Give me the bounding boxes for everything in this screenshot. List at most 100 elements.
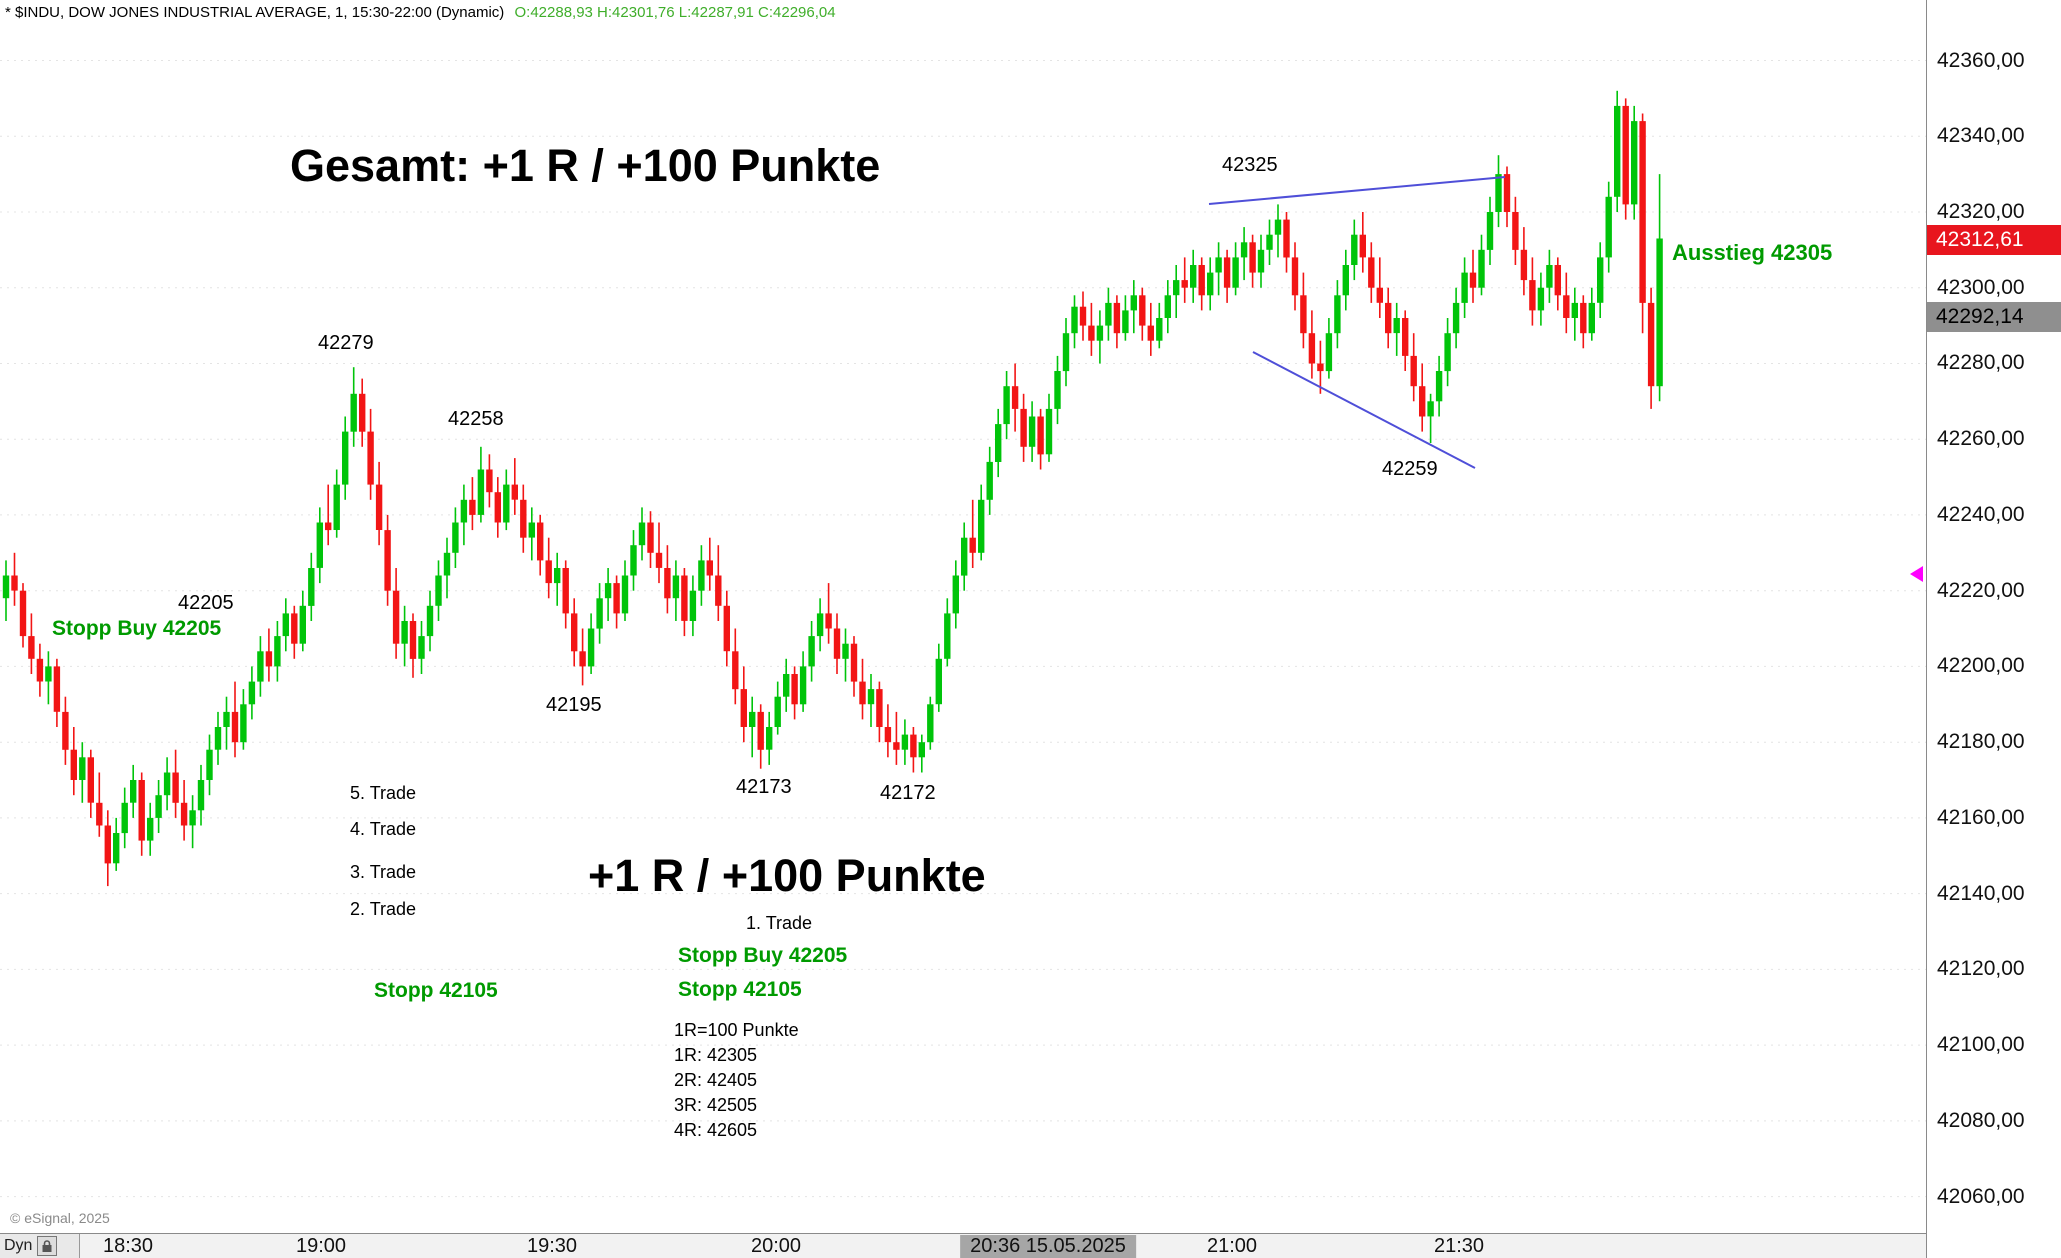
candle-body (401, 621, 408, 644)
candle-body (1368, 257, 1375, 288)
trade-annotation[interactable]: 5. Trade (350, 783, 417, 803)
candle-body (172, 772, 179, 803)
candle-body (1223, 257, 1231, 288)
candle-body (1452, 302, 1460, 334)
price-axis[interactable]: 42312,61 42292,14 42360,00 42340,00 42320,… (1926, 0, 2061, 1258)
price-annotation[interactable]: 42173 (736, 776, 792, 798)
risk-annotation[interactable]: 2R: 42405 (674, 1070, 758, 1090)
candle-body (180, 802, 188, 826)
price-annotation[interactable]: 42205 (178, 592, 234, 614)
trade-annotation[interactable]: 2. Trade (350, 899, 417, 919)
candle-body (1342, 265, 1349, 296)
candle-body (545, 560, 552, 584)
candle-body (1588, 302, 1595, 334)
candle-body (511, 484, 518, 500)
candle-body (647, 522, 654, 553)
lock-icon[interactable] (37, 1236, 58, 1256)
candle-body (130, 780, 137, 803)
candle-body (19, 590, 27, 637)
candle-body (1351, 234, 1358, 265)
candle-body (1308, 333, 1316, 364)
candle-body (1240, 242, 1248, 258)
price-annotation[interactable]: 42258 (448, 408, 504, 430)
price-annotation[interactable]: 42195 (546, 694, 602, 716)
candle-body (1495, 174, 1502, 212)
chart-note[interactable]: Gesamt: +1 R / +100 Punkte (290, 140, 881, 191)
candle-body (223, 711, 230, 727)
candle-body (53, 666, 61, 712)
risk-annotation[interactable]: 1R=100 Punkte (674, 1020, 799, 1040)
candle-body (774, 696, 781, 727)
candle-body (1037, 416, 1044, 455)
candle-body (664, 568, 671, 599)
exit-annotation[interactable]: Ausstieg 42305 (1672, 240, 1833, 265)
chart-plot-area[interactable]: Gesamt: +1 R / +100 Punkte 42279 42258 4220… (0, 0, 1926, 1233)
candle-body (1631, 121, 1638, 205)
candle-body (698, 560, 705, 591)
candle-body (995, 424, 1002, 462)
trendline[interactable] (1252, 351, 1476, 469)
candle-body (28, 636, 35, 659)
candle-body (935, 658, 942, 705)
candlestick-chart[interactable] (0, 0, 1926, 1233)
price-tick-label: 42060,00 (1937, 1184, 2025, 1208)
trade-annotation[interactable]: 4. Trade (350, 819, 417, 839)
candle-body (147, 817, 154, 841)
candle-body (579, 651, 586, 667)
stop-annotation[interactable]: Stopp 42105 (678, 978, 802, 1001)
candle-body (681, 575, 688, 621)
stop-annotation[interactable]: Stopp 42105 (374, 979, 498, 1002)
candle-body (1105, 302, 1112, 326)
candle-body (163, 772, 171, 796)
candle-body (384, 530, 391, 591)
candle-body (62, 711, 69, 750)
candle-body (333, 484, 340, 530)
candle-body (604, 583, 612, 599)
dyn-panel: Dyn (0, 1234, 80, 1258)
chart-note[interactable]: +1 R / +100 Punkte (588, 850, 986, 901)
candle-body (749, 711, 756, 727)
candle-body (1529, 280, 1536, 311)
candle-body (1198, 265, 1205, 296)
stop-annotation[interactable]: Stopp Buy 42205 (678, 944, 848, 967)
trade-annotation[interactable]: 1. Trade (746, 913, 813, 933)
stop-annotation[interactable]: Stopp Buy 42205 (52, 617, 222, 640)
candle-body (1419, 386, 1426, 417)
price-annotation[interactable]: 42325 (1222, 154, 1278, 176)
risk-annotation[interactable]: 1R: 42305 (674, 1045, 758, 1065)
candle-body (520, 499, 527, 538)
annotation-layer: Gesamt: +1 R / +100 Punkte 42279 42258 4220… (52, 140, 1833, 1140)
candle-body (418, 636, 425, 659)
trade-annotation[interactable]: 3. Trade (350, 862, 417, 882)
time-axis[interactable]: Dyn 18:30 19:00 19:30 20:00 20:36 15.05.2025… (0, 1233, 1926, 1258)
candle-body (961, 537, 968, 576)
candle-body (808, 636, 815, 667)
price-annotation[interactable]: 42279 (318, 332, 374, 354)
candle-body (299, 605, 306, 644)
candle-body (859, 681, 866, 705)
candle-body (291, 613, 298, 644)
risk-annotation[interactable]: 4R: 42605 (674, 1120, 758, 1140)
time-tick-label: 20:00 (750, 1235, 802, 1257)
candle-body (1215, 257, 1222, 273)
candle-body (986, 461, 993, 500)
candle-body (969, 537, 976, 553)
price-tick-label: 42140,00 (1937, 881, 2025, 905)
candle-body (104, 825, 111, 864)
candle-body (706, 560, 713, 576)
candle-body (1130, 295, 1137, 311)
candle-body (1113, 302, 1121, 334)
price-annotation[interactable]: 42172 (880, 782, 936, 804)
candle-body (1156, 318, 1163, 341)
candle-body (596, 598, 603, 629)
candle-body (825, 613, 832, 629)
candle-body (918, 742, 925, 758)
candle-body (1096, 325, 1104, 341)
dyn-mode-label[interactable]: Dyn (4, 1237, 33, 1254)
risk-annotation[interactable]: 3R: 42505 (674, 1095, 758, 1115)
price-tick-label: 42100,00 (1937, 1033, 2025, 1057)
candle-body (1410, 355, 1417, 387)
price-annotation[interactable]: 42259 (1382, 458, 1438, 480)
candle-body (638, 522, 646, 546)
trendline[interactable] (1208, 176, 1506, 205)
